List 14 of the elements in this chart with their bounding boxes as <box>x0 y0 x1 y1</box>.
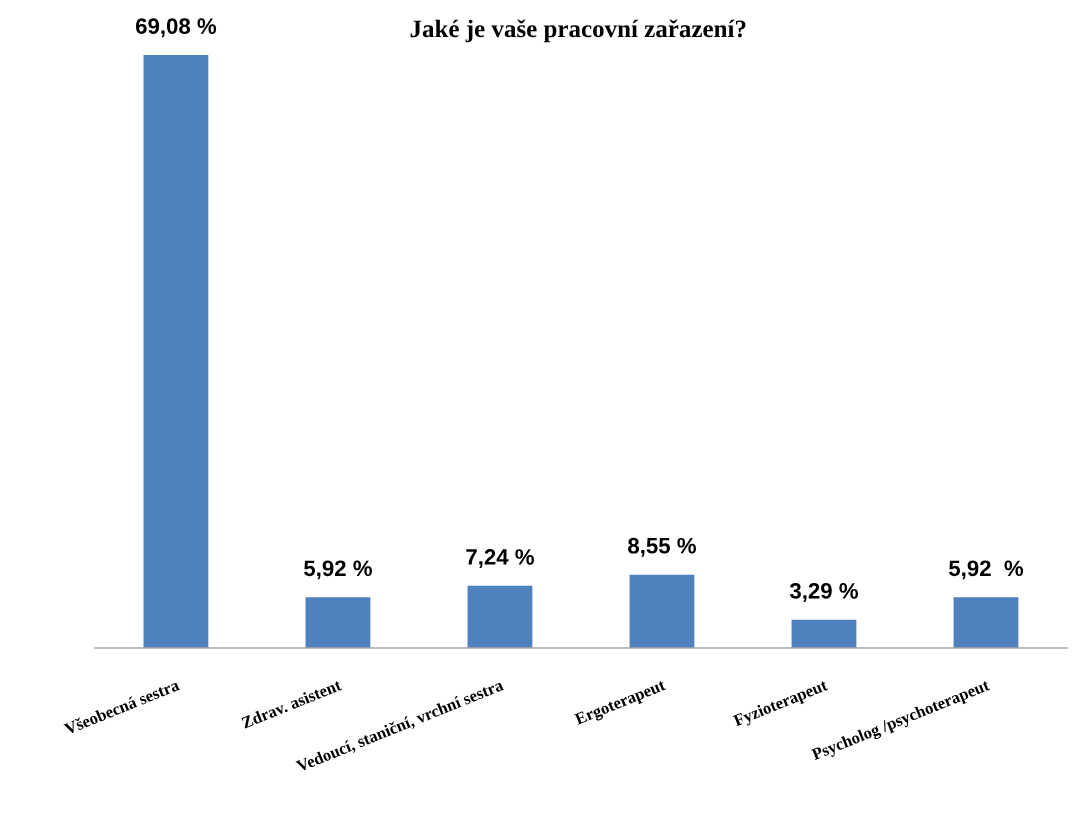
data-label: 5,92 % <box>949 560 1024 580</box>
data-label: 8,55 % <box>628 537 696 557</box>
bar <box>629 574 695 649</box>
bar <box>791 619 857 649</box>
chart-title: Jaké je vaše pracovní zařazení? <box>410 19 746 43</box>
data-label: 69,08 % <box>135 18 217 38</box>
data-label: 3,29 % <box>789 582 858 602</box>
data-label: 5,92 % <box>304 560 372 580</box>
bar <box>305 597 371 649</box>
bar <box>953 597 1019 649</box>
x-tick-label: Zdrav. asistent <box>240 678 343 729</box>
data-label: 7,24 % <box>466 549 534 569</box>
bar <box>467 585 533 649</box>
bar <box>143 55 209 649</box>
